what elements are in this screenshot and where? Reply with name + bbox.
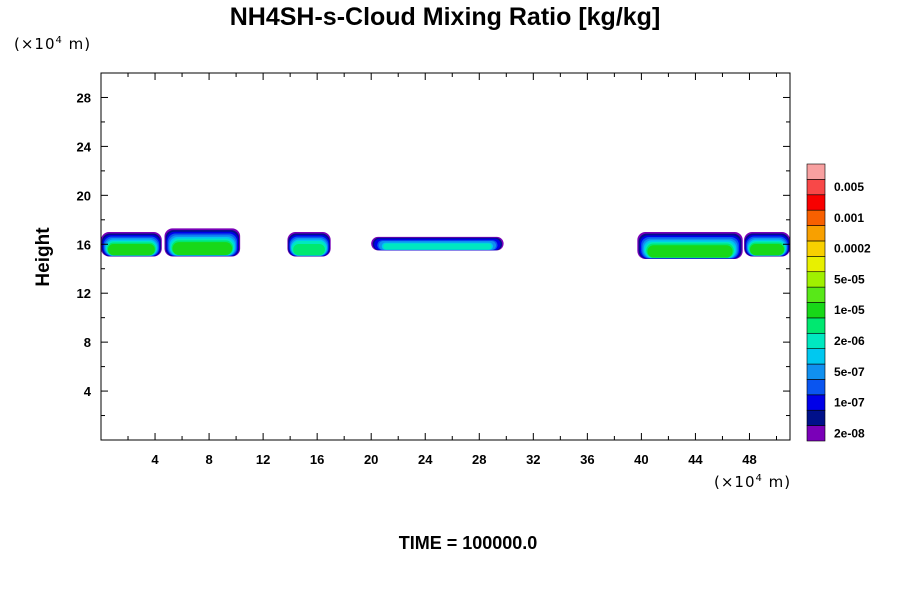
y-tick-label: 20 bbox=[77, 188, 91, 203]
colorbar-swatch bbox=[806, 256, 826, 273]
y-tick-label: 12 bbox=[77, 286, 91, 301]
cloud-band bbox=[383, 243, 492, 250]
colorbar-label: 2e-06 bbox=[834, 334, 865, 348]
colorbar-swatch bbox=[806, 409, 826, 426]
cloud-band bbox=[107, 243, 155, 256]
x-tick-label: 32 bbox=[526, 452, 540, 467]
chart-title: NH4SH-s-Cloud Mixing Ratio [kg/kg] bbox=[230, 3, 661, 31]
x-tick-label: 20 bbox=[364, 452, 378, 467]
y-tick-labels: 4 8 12 16 20 24 28 bbox=[77, 90, 92, 399]
colorbar-label: 2e-08 bbox=[834, 426, 865, 440]
x-axis-unit: (×104 m) bbox=[714, 473, 791, 491]
y-tick-label: 16 bbox=[77, 237, 91, 252]
colorbar-swatch bbox=[806, 163, 826, 180]
colorbar-swatch bbox=[806, 271, 826, 288]
colorbar-swatch bbox=[806, 225, 826, 242]
x-tick-label: 16 bbox=[310, 452, 324, 467]
x-tick-label: 4 bbox=[151, 452, 159, 467]
colorbar-label: 0.001 bbox=[834, 211, 864, 225]
colorbar-swatch bbox=[806, 302, 826, 319]
x-tick-label: 36 bbox=[580, 452, 594, 467]
x-tick-label: 28 bbox=[472, 452, 486, 467]
y-axis-label: Height bbox=[33, 227, 54, 287]
colorbar-swatch bbox=[806, 363, 826, 380]
y-tick-label: 4 bbox=[84, 384, 92, 399]
y-tick-label: 8 bbox=[84, 335, 91, 350]
x-tick-label: 48 bbox=[742, 452, 756, 467]
colorbar-swatch bbox=[806, 194, 826, 211]
x-tick-label: 12 bbox=[256, 452, 270, 467]
colorbar: 2e-08 1e-07 5e-07 2e-06 1e-05 5e-05 0.0002 0.00… bbox=[806, 163, 871, 442]
colorbar-label: 5e-07 bbox=[834, 365, 865, 379]
time-label: TIME = 100000.0 bbox=[399, 533, 538, 553]
cloud-band bbox=[749, 243, 785, 256]
colorbar-swatch bbox=[806, 317, 826, 334]
x-tick-labels: 4 8 12 16 20 24 28 32 36 40 44 48 bbox=[151, 452, 756, 467]
y-tick-label: 24 bbox=[77, 139, 92, 154]
y-tick-label: 28 bbox=[77, 90, 91, 105]
x-tick-label: 8 bbox=[205, 452, 212, 467]
y-axis-unit: (×104 m) bbox=[14, 35, 91, 53]
colorbar-label: 1e-05 bbox=[834, 303, 865, 317]
plot-frame bbox=[100, 72, 791, 441]
colorbar-swatch bbox=[806, 209, 826, 226]
colorbar-swatch bbox=[806, 286, 826, 303]
colorbar-label: 1e-07 bbox=[834, 396, 865, 410]
colorbar-swatch bbox=[806, 348, 826, 365]
cloud-band bbox=[172, 242, 233, 255]
colorbar-swatch bbox=[806, 425, 826, 442]
colorbar-swatch bbox=[806, 379, 826, 396]
cloud-field bbox=[101, 228, 790, 259]
x-tick-label: 40 bbox=[634, 452, 648, 467]
colorbar-swatch bbox=[806, 179, 826, 196]
colorbar-label: 5e-05 bbox=[834, 272, 865, 286]
colorbar-swatch bbox=[806, 394, 826, 411]
colorbar-label: 0.005 bbox=[834, 180, 864, 194]
axis-ticks bbox=[101, 73, 790, 440]
cloud-band bbox=[293, 243, 325, 256]
colorbar-swatch bbox=[806, 240, 826, 257]
x-tick-label: 44 bbox=[688, 452, 703, 467]
colorbar-label: 0.0002 bbox=[834, 242, 871, 256]
x-tick-label: 24 bbox=[418, 452, 433, 467]
colorbar-swatch bbox=[806, 332, 826, 349]
cloud-band bbox=[647, 245, 733, 258]
